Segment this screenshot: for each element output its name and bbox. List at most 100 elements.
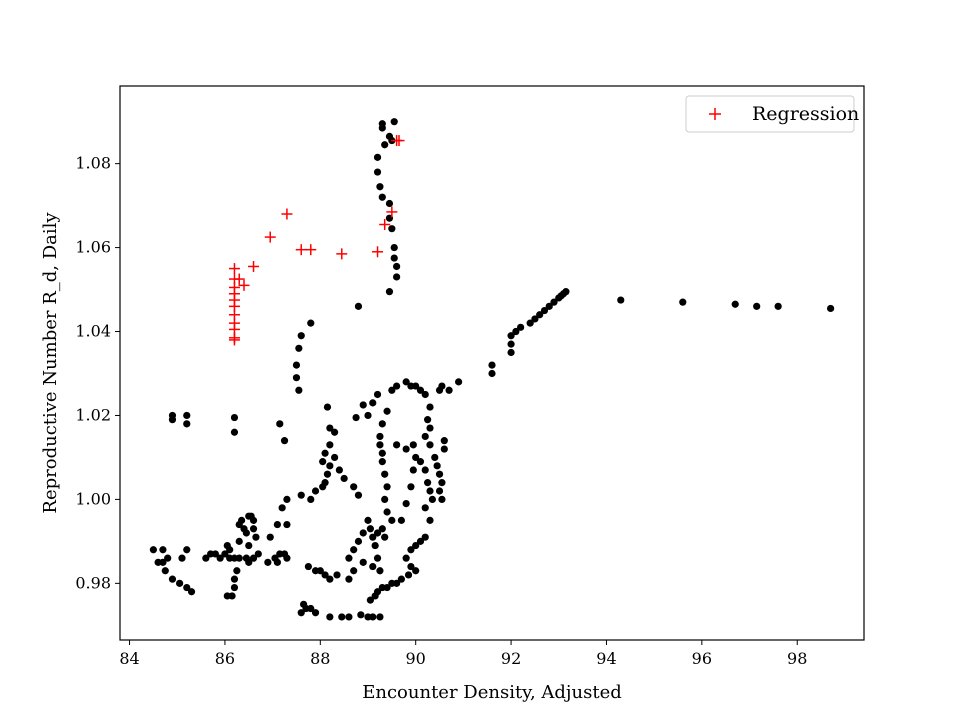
legend-label-regression: Regression bbox=[752, 103, 859, 125]
y-tick-label: 0.98 bbox=[75, 573, 111, 592]
data-point bbox=[283, 495, 291, 504]
data-point bbox=[409, 441, 417, 449]
data-point bbox=[223, 541, 231, 550]
data-point bbox=[827, 304, 835, 313]
data-point bbox=[390, 243, 398, 252]
data-point bbox=[230, 413, 239, 422]
x-tick-label: 84 bbox=[119, 649, 139, 668]
data-point bbox=[435, 487, 444, 495]
data-point bbox=[366, 596, 374, 604]
data-point bbox=[617, 296, 625, 304]
data-point bbox=[292, 374, 301, 382]
data-point bbox=[407, 546, 415, 554]
data-point bbox=[402, 499, 410, 508]
data-point bbox=[273, 520, 281, 529]
x-tick-label: 96 bbox=[692, 649, 712, 668]
data-point bbox=[381, 141, 389, 149]
data-point bbox=[407, 562, 415, 571]
data-point bbox=[295, 344, 303, 352]
data-point bbox=[385, 199, 394, 208]
data-point bbox=[402, 445, 410, 453]
data-point bbox=[183, 583, 191, 592]
data-point bbox=[273, 558, 281, 566]
data-point bbox=[359, 558, 367, 566]
data-point bbox=[168, 575, 177, 583]
data-point bbox=[254, 550, 262, 558]
legend: Regression bbox=[685, 95, 859, 133]
data-point bbox=[402, 378, 410, 386]
data-point bbox=[359, 401, 367, 409]
data-point bbox=[283, 554, 291, 562]
data-point bbox=[517, 323, 525, 331]
data-point bbox=[238, 516, 246, 524]
regression-point bbox=[336, 248, 348, 260]
data-point bbox=[378, 449, 386, 457]
data-point bbox=[393, 579, 401, 587]
data-point bbox=[373, 529, 382, 537]
data-point bbox=[488, 361, 496, 369]
data-point bbox=[331, 428, 339, 436]
data-point bbox=[311, 609, 320, 617]
data-point bbox=[383, 583, 391, 592]
data-point bbox=[373, 168, 382, 176]
data-point bbox=[350, 483, 358, 491]
data-point bbox=[233, 567, 241, 575]
data-point bbox=[326, 575, 334, 583]
points-layer bbox=[149, 118, 835, 621]
data-point bbox=[252, 533, 260, 541]
data-point bbox=[424, 479, 432, 487]
data-point bbox=[340, 474, 348, 483]
regression-point bbox=[372, 246, 384, 258]
data-point bbox=[230, 583, 239, 592]
data-point bbox=[292, 361, 301, 369]
data-point bbox=[545, 302, 553, 310]
data-point bbox=[512, 327, 520, 336]
data-point bbox=[326, 462, 334, 470]
data-point bbox=[187, 588, 196, 596]
data-point bbox=[428, 495, 436, 504]
ticks-layer: 84 86 88 90 92 94 96 98 0.98 1.00 1.02 1.04 1.06 1.08 bbox=[75, 154, 807, 668]
data-point bbox=[359, 529, 367, 537]
data-point bbox=[383, 483, 391, 491]
x-tick-label: 88 bbox=[310, 649, 330, 668]
data-point bbox=[319, 458, 327, 466]
data-point bbox=[297, 491, 305, 499]
data-point bbox=[531, 315, 539, 323]
data-point bbox=[378, 420, 386, 428]
data-point bbox=[223, 592, 231, 600]
data-point bbox=[369, 562, 377, 571]
regression-point bbox=[248, 260, 260, 272]
data-point bbox=[438, 382, 446, 390]
data-point bbox=[378, 458, 386, 466]
data-point bbox=[376, 441, 384, 449]
data-point bbox=[381, 495, 389, 504]
data-point bbox=[393, 382, 401, 390]
data-point bbox=[326, 441, 334, 449]
plot-frame bbox=[119, 85, 865, 641]
data-point bbox=[373, 588, 382, 596]
data-point bbox=[383, 508, 391, 516]
data-point bbox=[373, 153, 382, 161]
data-point bbox=[161, 567, 169, 575]
data-point bbox=[183, 411, 191, 420]
data-point bbox=[381, 533, 389, 541]
data-point bbox=[488, 369, 496, 378]
data-point bbox=[433, 462, 441, 470]
data-point bbox=[421, 432, 429, 441]
x-axis-label: Encounter Density, Adjusted bbox=[362, 682, 622, 703]
data-point bbox=[297, 332, 305, 340]
data-point bbox=[230, 428, 239, 436]
data-point bbox=[536, 311, 544, 319]
data-point bbox=[235, 554, 243, 562]
data-point bbox=[316, 567, 324, 575]
data-point bbox=[421, 390, 429, 399]
data-point bbox=[774, 302, 782, 310]
data-point bbox=[383, 407, 391, 415]
y-axis-label: Reproductive Number R_d, Daily bbox=[40, 212, 61, 514]
data-point bbox=[435, 470, 444, 478]
data-point bbox=[350, 567, 358, 575]
data-point bbox=[249, 525, 258, 533]
regression-point bbox=[238, 279, 250, 291]
x-tick-label: 90 bbox=[406, 649, 426, 668]
data-point bbox=[731, 300, 739, 308]
